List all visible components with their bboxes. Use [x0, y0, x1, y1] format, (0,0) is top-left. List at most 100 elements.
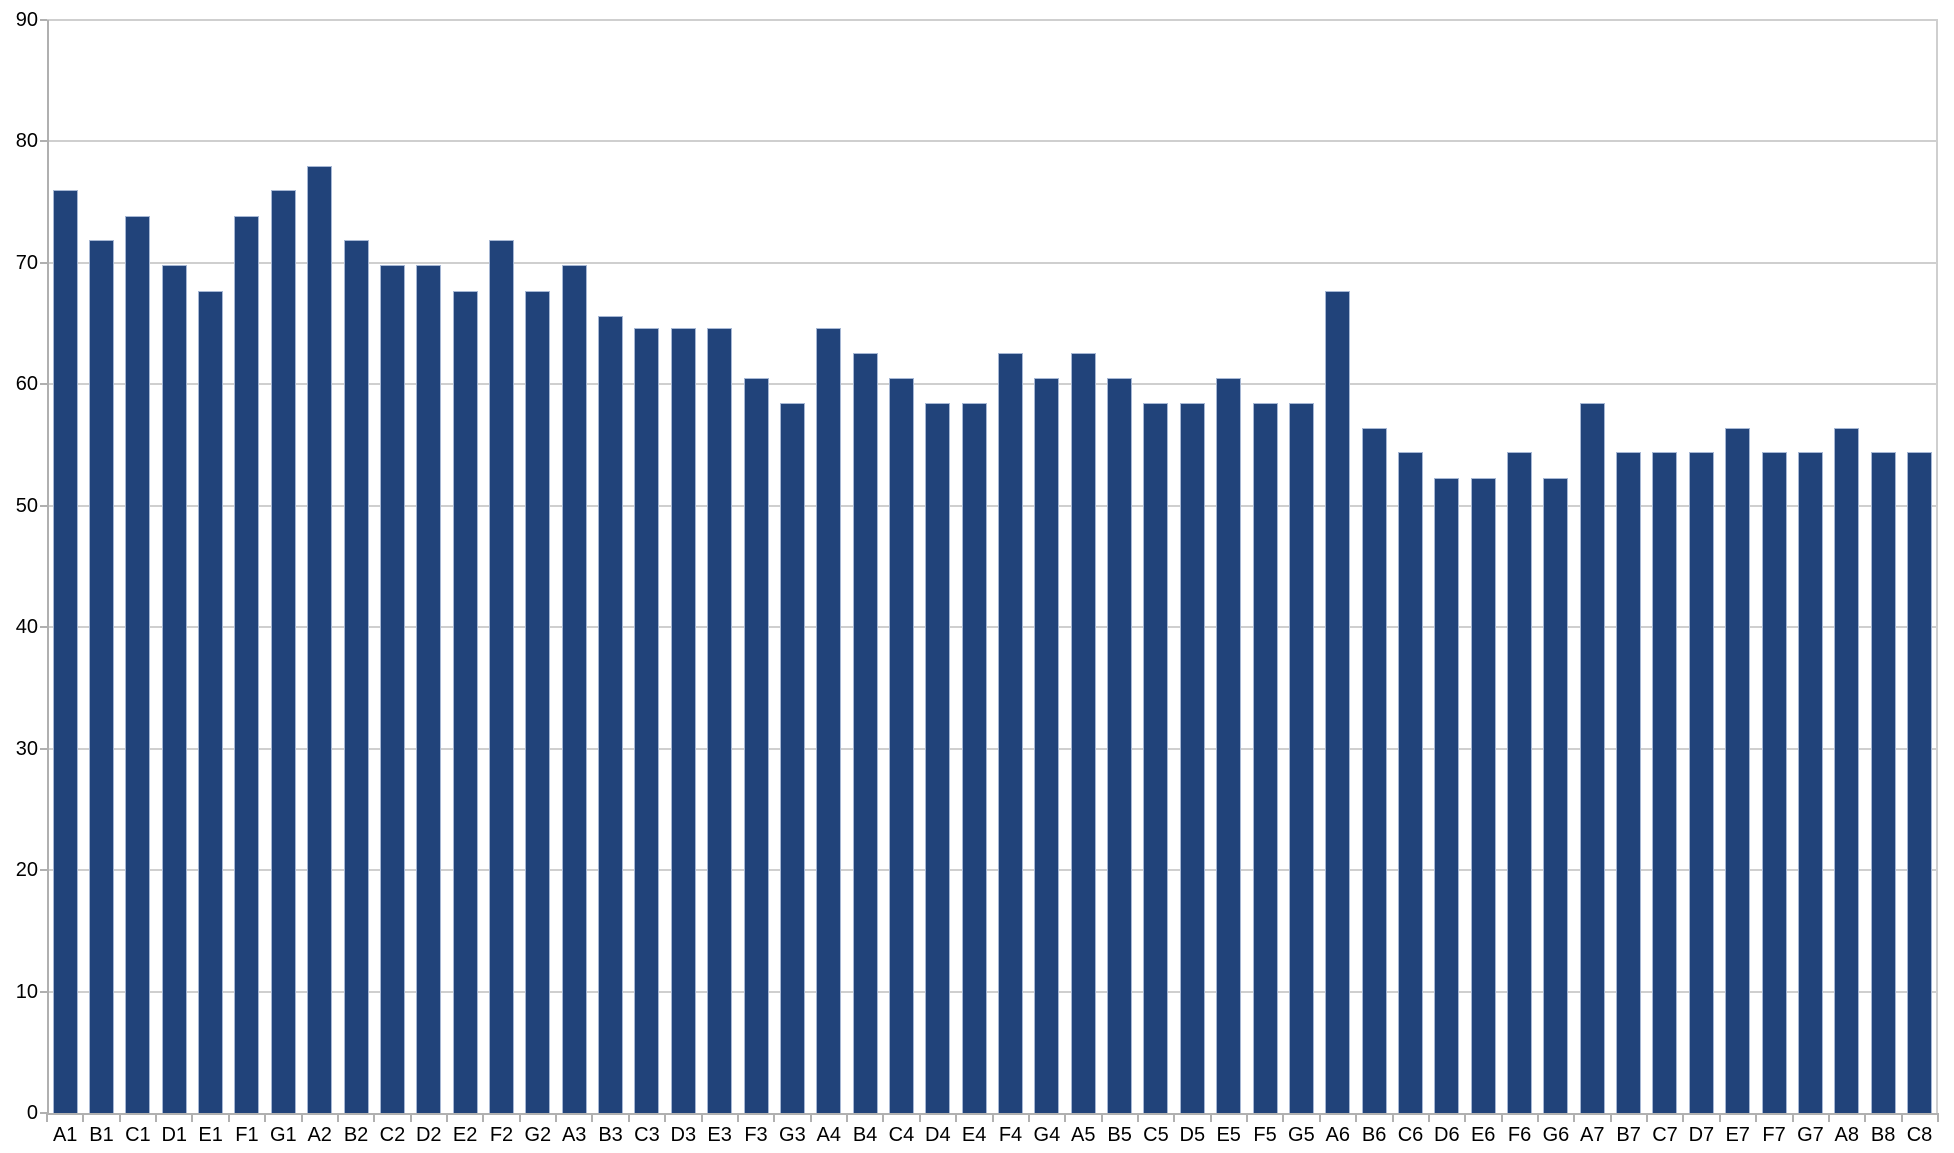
bar-slot-D3: [665, 20, 701, 1113]
bar-E7: [1725, 428, 1751, 1113]
bar-slot-D4: [920, 20, 956, 1113]
bar-slot-E1: [192, 20, 228, 1113]
bar-slot-E4: [956, 20, 992, 1113]
bar-B8: [1870, 452, 1896, 1113]
x-axis-label-G6: G6: [1542, 1124, 1570, 1146]
x-axis-label-F6: F6: [1507, 1124, 1532, 1146]
bar-E6: [1470, 477, 1496, 1113]
x-tick: [373, 1113, 376, 1122]
x-axis-label-B3: B3: [598, 1124, 623, 1146]
x-tick: [446, 1113, 449, 1122]
bar-D1: [161, 265, 187, 1113]
bar-slot-E6: [1465, 20, 1501, 1113]
y-axis-label-50: 50: [15, 494, 38, 517]
bar-F6: [1507, 452, 1533, 1113]
bar-slot-F5: [1247, 20, 1283, 1113]
bar-slot-E7: [1720, 20, 1756, 1113]
x-tick: [627, 1113, 630, 1122]
x-tick: [191, 1113, 194, 1122]
bar-F4: [998, 352, 1024, 1113]
bar-D4: [925, 402, 951, 1113]
bar-slot-A4: [811, 20, 847, 1113]
bar-G3: [779, 402, 805, 1113]
bar-G1: [270, 190, 296, 1113]
y-tick-0: [40, 1112, 47, 1114]
bar-D5: [1179, 402, 1205, 1113]
x-tick: [118, 1113, 121, 1122]
bar-C4: [888, 378, 914, 1113]
bar-slot-E5: [1211, 20, 1247, 1113]
bar-slot-G2: [520, 20, 556, 1113]
x-tick: [1500, 1113, 1503, 1122]
x-axis-label-A1: A1: [52, 1124, 78, 1146]
bar-slot-G1: [265, 20, 301, 1113]
y-tick-20: [40, 869, 47, 872]
x-axis-label-F1: F1: [235, 1124, 259, 1146]
bar-C6: [1397, 452, 1423, 1113]
bar-slot-F2: [483, 20, 519, 1113]
x-tick: [1427, 1113, 1430, 1122]
bar-B6: [1361, 428, 1387, 1113]
bar-A6: [1325, 290, 1351, 1113]
x-axis-label-E7: E7: [1725, 1124, 1750, 1146]
y-axis-label-40: 40: [15, 616, 38, 639]
bar-E2: [452, 290, 478, 1113]
bar-slot-E2: [447, 20, 483, 1113]
plot-right-border: [1936, 20, 1938, 1113]
y-tick-80: [40, 140, 47, 143]
bar-slot-C4: [883, 20, 919, 1113]
bar-G7: [1797, 452, 1823, 1113]
x-tick: [918, 1113, 921, 1122]
y-axis-label-90: 90: [15, 9, 38, 31]
bar-F1: [234, 215, 260, 1113]
bar-E1: [198, 290, 224, 1113]
x-tick: [336, 1113, 339, 1122]
bar-A7: [1579, 402, 1605, 1113]
bar-A5: [1070, 352, 1096, 1113]
x-tick: [409, 1113, 412, 1122]
x-tick: [1391, 1113, 1394, 1122]
bar-slot-A3: [556, 20, 592, 1113]
bar-B7: [1616, 452, 1642, 1113]
x-tick: [1864, 1113, 1867, 1122]
bar-slot-D1: [156, 20, 192, 1113]
bar-slot-F4: [992, 20, 1028, 1113]
y-axis-labels: 0 10 20 30 40 50 60 70 80 90: [0, 10, 38, 1123]
bar-slot-A1: [47, 20, 83, 1113]
bar-F5: [1252, 402, 1278, 1113]
x-axis-label-A7: A7: [1580, 1124, 1605, 1146]
y-tick-40: [40, 626, 47, 629]
bar-slot-G5: [1283, 20, 1319, 1113]
y-axis-label-30: 30: [15, 737, 38, 760]
bar-slot-D7: [1683, 20, 1719, 1113]
x-axis-label-B7: B7: [1616, 1124, 1641, 1146]
plot-area: [47, 19, 1938, 1115]
x-axis-label-G4: G4: [1033, 1124, 1061, 1146]
x-axis-label-D7: D7: [1688, 1124, 1715, 1146]
bar-A8: [1834, 428, 1860, 1113]
bar-A2: [307, 165, 333, 1113]
y-tick-70: [40, 261, 47, 264]
bar-slot-F7: [1756, 20, 1792, 1113]
x-tick: [1318, 1113, 1321, 1122]
bar-slot-G3: [774, 20, 810, 1113]
y-axis-label-60: 60: [15, 373, 38, 396]
x-axis-label-G3: G3: [779, 1124, 806, 1146]
gridline-20: [47, 869, 1938, 872]
x-axis-label-E2: E2: [452, 1124, 478, 1146]
bar-A4: [816, 328, 842, 1113]
bar-G6: [1543, 477, 1569, 1113]
bar-A1: [52, 190, 78, 1113]
x-axis-label-D4: D4: [925, 1124, 951, 1146]
bar-slot-C1: [120, 20, 156, 1113]
bar-slot-D5: [1174, 20, 1210, 1113]
bar-B3: [598, 316, 624, 1113]
bar-slot-F6: [1501, 20, 1537, 1113]
bar-B1: [89, 239, 115, 1113]
x-axis-label-B6: B6: [1361, 1124, 1387, 1146]
bar-slot-B4: [847, 20, 883, 1113]
x-tick: [1937, 1113, 1939, 1122]
x-axis-label-D5: D5: [1179, 1124, 1206, 1146]
x-tick: [555, 1113, 558, 1122]
